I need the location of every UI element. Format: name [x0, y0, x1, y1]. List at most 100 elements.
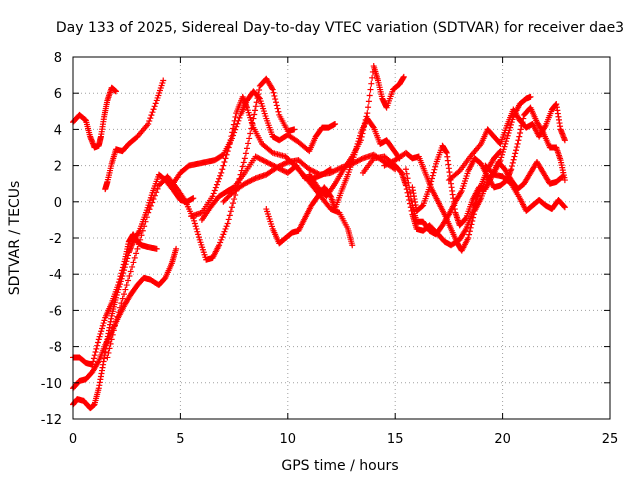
data-point — [268, 161, 275, 168]
data-point — [381, 162, 388, 169]
data-point — [517, 126, 524, 133]
data-point — [82, 116, 89, 123]
data-point — [455, 169, 462, 176]
data-point — [366, 92, 373, 99]
data-point — [260, 157, 267, 164]
data-point — [111, 322, 118, 329]
data-point — [361, 120, 368, 127]
data-point — [365, 98, 372, 105]
data-point — [470, 214, 477, 221]
data-point — [104, 354, 111, 361]
data-point — [263, 158, 270, 165]
y-tick-label: -2 — [49, 232, 62, 247]
data-point — [151, 192, 158, 199]
data-point — [123, 282, 130, 289]
data-point — [116, 304, 123, 311]
data-point — [274, 164, 281, 171]
data-point — [122, 286, 129, 293]
data-point — [231, 117, 238, 124]
data-point — [191, 217, 198, 224]
data-point — [194, 228, 201, 235]
data-point — [252, 103, 259, 110]
data-point — [283, 159, 290, 166]
data-point — [244, 179, 251, 186]
data-point — [90, 355, 97, 362]
x-axis-label: GPS time / hours — [281, 458, 398, 474]
data-point — [427, 181, 434, 188]
data-point — [499, 149, 506, 156]
data-point — [221, 228, 228, 235]
data-point — [214, 178, 221, 185]
data-point — [107, 340, 114, 347]
data-point — [209, 193, 216, 200]
data-point — [517, 130, 524, 137]
data-point — [282, 160, 289, 167]
data-point — [404, 175, 411, 182]
y-tick-label: -4 — [49, 268, 62, 283]
data-point — [234, 120, 241, 127]
data-point — [245, 178, 252, 185]
data-point — [359, 130, 366, 137]
data-point — [225, 216, 232, 223]
data-point — [466, 231, 473, 238]
data-point — [94, 342, 101, 349]
data-point — [230, 200, 237, 207]
data-point — [216, 242, 223, 249]
data-point — [230, 121, 237, 128]
data-point — [195, 234, 202, 241]
data-point — [119, 295, 126, 302]
data-point — [385, 160, 392, 167]
data-point — [94, 339, 101, 346]
data-point — [498, 154, 505, 161]
data-point — [134, 245, 141, 252]
data-point — [467, 224, 474, 231]
data-point — [116, 281, 123, 288]
chart-title: Day 133 of 2025, Sidereal Day-to-day VTE… — [56, 20, 624, 36]
data-point — [314, 170, 321, 177]
data-point — [402, 166, 409, 173]
data-point — [125, 252, 132, 259]
data-point — [227, 192, 234, 199]
data-point — [358, 133, 365, 140]
data-point — [271, 92, 278, 99]
data-point — [279, 161, 286, 168]
data-point — [141, 223, 148, 230]
data-point — [152, 100, 159, 107]
data-point — [223, 223, 230, 230]
data-point — [308, 167, 315, 174]
data-point — [232, 113, 239, 120]
data-point — [272, 96, 279, 103]
data-point — [468, 221, 475, 228]
data-point — [112, 318, 119, 325]
data-point — [515, 137, 522, 144]
y-tick-label: 8 — [54, 51, 62, 66]
data-point — [332, 120, 339, 127]
data-point — [367, 86, 374, 93]
data-point — [218, 236, 225, 243]
data-point — [150, 196, 157, 203]
data-point — [112, 88, 119, 95]
y-tick-label: -12 — [41, 413, 62, 428]
data-point — [135, 229, 142, 236]
data-point — [269, 86, 276, 93]
data-point — [153, 189, 160, 196]
series-arc-17 — [445, 101, 568, 184]
data-point — [364, 110, 371, 117]
data-point — [240, 159, 247, 166]
data-point — [282, 153, 289, 160]
data-point — [192, 223, 199, 230]
data-point — [223, 151, 230, 158]
data-point — [470, 211, 477, 218]
data-point — [142, 218, 149, 225]
data-point — [280, 161, 287, 168]
data-point — [306, 166, 313, 173]
data-point — [222, 155, 229, 162]
data-point — [121, 267, 128, 274]
series-arc-7 — [168, 88, 339, 189]
data-point — [405, 179, 412, 186]
data-point — [147, 202, 154, 209]
data-point — [312, 169, 319, 176]
data-point — [195, 231, 202, 238]
data-point — [224, 220, 231, 227]
data-point — [115, 286, 122, 293]
